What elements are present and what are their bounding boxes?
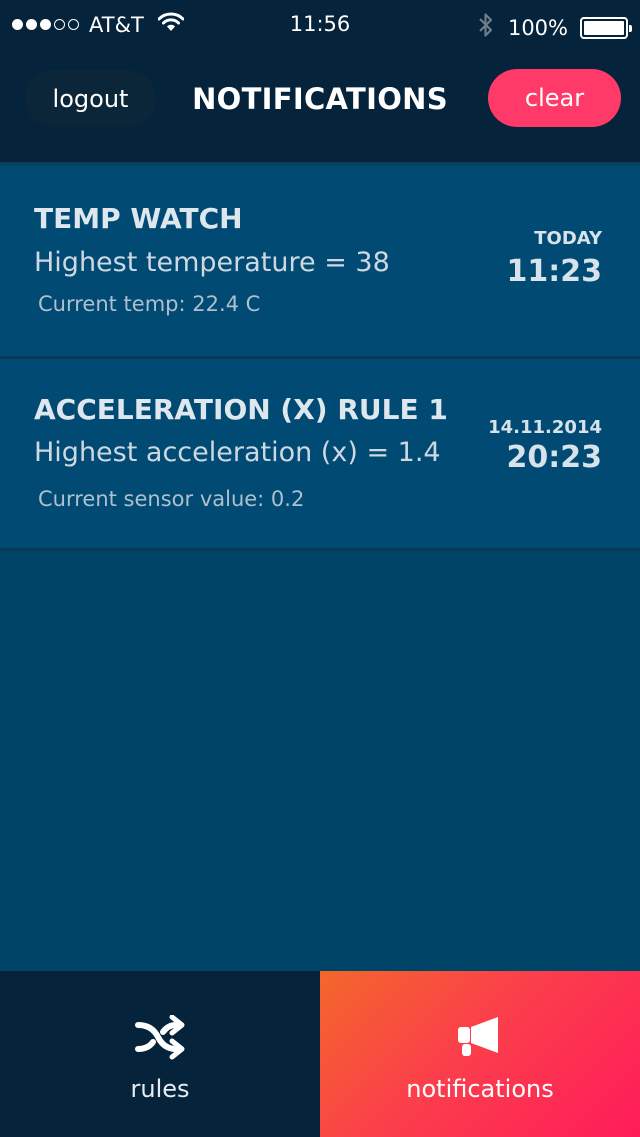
status-right: 100% bbox=[478, 12, 632, 43]
tab-rules-label: rules bbox=[130, 1075, 190, 1103]
notification-item[interactable]: TEMP WATCH Highest temperature = 38 Curr… bbox=[0, 166, 640, 359]
status-time: 11:56 bbox=[289, 12, 351, 36]
signal-dot bbox=[26, 19, 37, 30]
notification-description: Highest temperature = 38 bbox=[34, 247, 390, 278]
signal-dot bbox=[12, 19, 23, 30]
tab-rules[interactable]: rules bbox=[0, 971, 320, 1137]
notification-time: 11:23 bbox=[506, 254, 603, 289]
top-bar: AT&T 11:56 100% logout NOTIFI bbox=[0, 0, 640, 164]
notification-title: TEMP WATCH bbox=[34, 202, 243, 235]
notification-description: Highest acceleration (x) = 1.4 bbox=[34, 437, 441, 468]
logout-button[interactable]: logout bbox=[25, 70, 156, 127]
signal-dot bbox=[40, 19, 51, 30]
battery-level bbox=[584, 20, 624, 35]
signal-dot bbox=[54, 19, 65, 30]
page-title: NOTIFICATIONS bbox=[192, 82, 448, 116]
tab-notifications[interactable]: notifications bbox=[320, 971, 640, 1137]
tab-notifications-label: notifications bbox=[406, 1075, 554, 1103]
bluetooth-icon bbox=[478, 12, 494, 43]
notification-current-value: Current sensor value: 0.2 bbox=[38, 487, 305, 511]
megaphone-icon bbox=[320, 1015, 640, 1059]
notification-current-value: Current temp: 22.4 C bbox=[38, 292, 261, 316]
battery-icon bbox=[580, 16, 632, 39]
notification-time: 20:23 bbox=[506, 440, 603, 475]
notification-item[interactable]: ACCELERATION (X) RULE 1 Highest accelera… bbox=[0, 359, 640, 551]
header: logout NOTIFICATIONS clear bbox=[0, 48, 640, 164]
notification-date: TODAY bbox=[534, 228, 602, 249]
wifi-icon bbox=[157, 12, 185, 37]
status-left: AT&T bbox=[12, 12, 185, 37]
clear-button[interactable]: clear bbox=[488, 69, 621, 127]
signal-strength-icon bbox=[12, 19, 79, 30]
battery-percentage: 100% bbox=[507, 15, 568, 40]
notification-list: TEMP WATCH Highest temperature = 38 Curr… bbox=[0, 166, 640, 551]
shuffle-icon bbox=[0, 1015, 320, 1061]
notification-title: ACCELERATION (X) RULE 1 bbox=[34, 393, 448, 426]
notification-date: 14.11.2014 bbox=[488, 417, 602, 438]
signal-dot bbox=[68, 19, 79, 30]
tab-bar: rules notifications bbox=[0, 971, 640, 1137]
carrier-name: AT&T bbox=[89, 12, 144, 37]
status-bar: AT&T 11:56 100% bbox=[0, 0, 640, 48]
